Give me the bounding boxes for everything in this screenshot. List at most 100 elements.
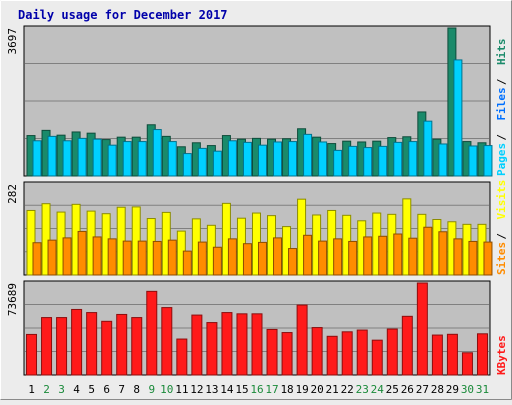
x-tick-day-5: 5 <box>88 383 95 396</box>
bar-visits-day-26 <box>402 198 412 276</box>
bar-files-day-30 <box>468 145 478 177</box>
bar-files-day-16 <box>257 144 267 177</box>
bar-kbytes-day-14 <box>221 312 233 376</box>
bar-sites-day-18 <box>288 248 298 276</box>
bar-kbytes-day-13 <box>206 322 218 376</box>
bar-sites-day-20 <box>318 240 328 276</box>
kbytes-panel: 73689 KBytes <box>6 280 508 376</box>
bar-sites-day-14 <box>227 238 237 276</box>
bar-kbytes-day-4 <box>71 308 83 376</box>
bar-sites-day-30 <box>468 240 478 276</box>
legend-separator: / <box>495 78 508 85</box>
x-tick-day-17: 17 <box>265 383 278 396</box>
bar-kbytes-day-9 <box>146 290 158 376</box>
x-tick-day-9: 9 <box>148 383 155 396</box>
bar-files-day-7 <box>122 141 132 177</box>
bar-kbytes-day-7 <box>116 313 128 376</box>
bar-kbytes-day-5 <box>86 312 98 376</box>
x-tick-day-23: 23 <box>356 383 369 396</box>
bar-sites-day-23 <box>363 236 373 276</box>
legend-sites: Sites <box>495 242 508 275</box>
x-tick-day-6: 6 <box>103 383 110 396</box>
bar-files-day-15 <box>242 141 252 177</box>
bar-files-day-4 <box>77 137 87 177</box>
bar-files-day-5 <box>92 138 102 177</box>
bar-kbytes-day-21 <box>326 335 338 376</box>
bar-files-day-18 <box>288 141 298 177</box>
bar-files-day-6 <box>107 144 117 177</box>
y-max-tick-label: 73689 <box>6 283 19 316</box>
bar-kbytes-day-27 <box>416 282 428 376</box>
day-axis: 1 2 3 4 5 6 7 8 9 10 11 12 13 14 15 16 17 18 19 20 21 22 23 24 2… <box>28 383 489 396</box>
bar-sites-day-9 <box>152 240 162 276</box>
x-tick-day-3: 3 <box>58 383 65 396</box>
bar-sites-day-15 <box>242 243 252 276</box>
x-tick-day-2: 2 <box>43 383 50 396</box>
bar-visits-day-2 <box>41 203 51 276</box>
bar-sites-day-5 <box>92 236 102 276</box>
bar-sites-day-25 <box>393 233 403 276</box>
bar-sites-day-28 <box>438 231 448 276</box>
bar-files-day-3 <box>62 140 72 177</box>
bar-files-day-17 <box>273 141 283 177</box>
bar-files-day-9 <box>152 129 162 177</box>
x-tick-day-10: 10 <box>160 383 173 396</box>
bar-files-day-1 <box>32 140 42 177</box>
bar-sites-day-19 <box>303 234 313 276</box>
bar-kbytes-day-12 <box>191 314 203 376</box>
bar-kbytes-day-31 <box>476 333 488 376</box>
bar-files-day-26 <box>408 141 418 177</box>
bar-files-day-28 <box>438 143 448 177</box>
bar-sites-day-27 <box>423 226 433 276</box>
bar-sites-day-16 <box>257 241 267 276</box>
x-tick-day-21: 21 <box>326 383 339 396</box>
bar-sites-day-7 <box>122 240 132 276</box>
bar-kbytes-day-22 <box>341 331 353 376</box>
legend-pages: Pages <box>495 143 508 176</box>
bar-files-day-19 <box>303 133 313 177</box>
legend-visits: Visits <box>495 180 508 220</box>
bar-kbytes-day-8 <box>131 317 143 376</box>
legend-kbytes: KBytes <box>495 335 508 375</box>
bar-kbytes-day-30 <box>461 352 473 376</box>
x-tick-day-18: 18 <box>280 383 293 396</box>
bar-files-day-22 <box>348 145 358 177</box>
bar-kbytes-day-1 <box>26 333 38 376</box>
bar-sites-day-12 <box>197 241 207 276</box>
bar-sites-day-1 <box>32 242 42 276</box>
bar-kbytes-day-2 <box>41 317 53 376</box>
x-tick-day-11: 11 <box>175 383 188 396</box>
bar-kbytes-day-16 <box>251 313 263 376</box>
bar-kbytes-day-10 <box>161 307 173 376</box>
bar-sites-day-10 <box>167 239 177 276</box>
visits-sites-panel: 282 Sites / Visits <box>6 180 508 276</box>
bar-sites-day-13 <box>212 246 222 276</box>
x-tick-day-19: 19 <box>295 383 308 396</box>
x-tick-day-31: 31 <box>476 383 489 396</box>
bar-files-day-20 <box>318 141 328 177</box>
bar-files-day-25 <box>393 141 403 177</box>
x-tick-day-12: 12 <box>190 383 203 396</box>
x-tick-day-22: 22 <box>341 383 354 396</box>
bar-sites-day-4 <box>77 230 87 276</box>
x-tick-day-15: 15 <box>235 383 248 396</box>
legend-separator: / <box>495 233 508 240</box>
bar-kbytes-day-6 <box>101 320 113 376</box>
x-tick-day-28: 28 <box>431 383 444 396</box>
bar-kbytes-day-26 <box>401 315 413 376</box>
bar-files-day-10 <box>167 141 177 177</box>
bar-kbytes-day-17 <box>266 328 278 376</box>
bar-sites-day-2 <box>47 239 57 276</box>
hits-files-pages-panel: 3697 Pages / Files / Hits <box>6 25 508 177</box>
legend-separator: / <box>495 134 508 141</box>
x-tick-day-1: 1 <box>28 383 35 396</box>
x-tick-day-7: 7 <box>118 383 125 396</box>
bar-files-day-31 <box>483 145 493 177</box>
bar-kbytes-day-20 <box>311 327 323 376</box>
x-tick-day-27: 27 <box>416 383 429 396</box>
bar-files-day-14 <box>227 140 237 177</box>
x-tick-day-20: 20 <box>311 383 324 396</box>
bar-files-day-24 <box>378 145 388 177</box>
bar-kbytes-day-24 <box>371 339 383 376</box>
